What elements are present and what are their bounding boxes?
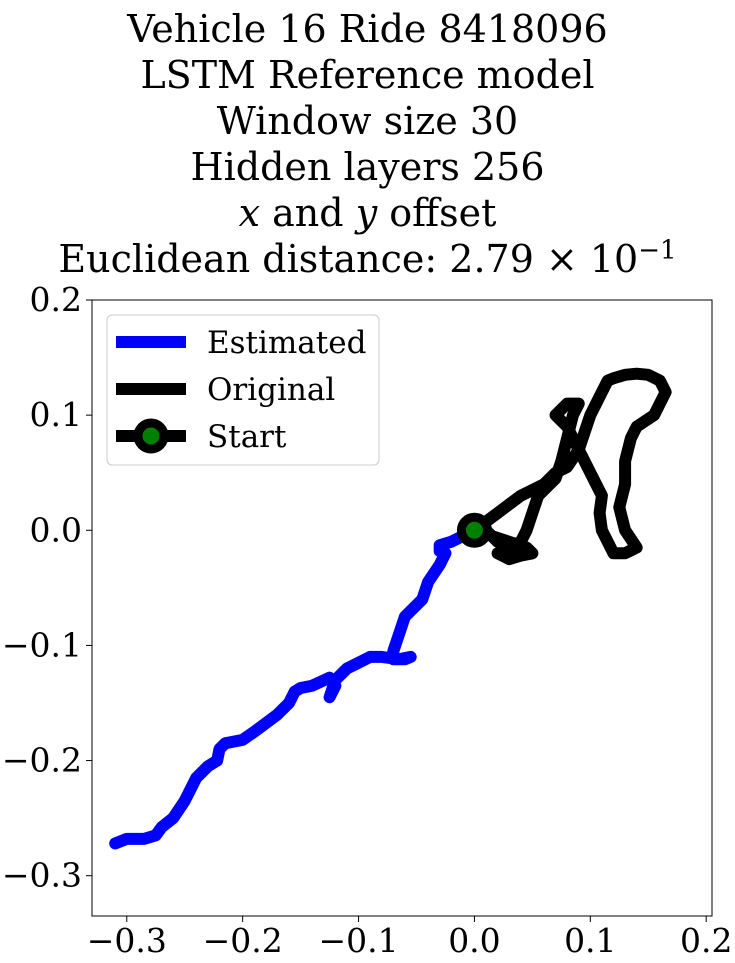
y-tick-label: −0.3 xyxy=(2,856,82,895)
x-tick-label: 0.1 xyxy=(564,921,616,960)
x-tick-label: −0.1 xyxy=(318,921,398,960)
x-tick-label: 0.2 xyxy=(680,921,732,960)
title-line: Euclidean distance: 2.79 × 10−1 xyxy=(58,235,677,281)
title-line: x and y offset xyxy=(238,191,497,235)
x-tick-label: −0.2 xyxy=(203,921,283,960)
legend-label-start: Start xyxy=(207,419,287,455)
legend-frame xyxy=(106,314,380,466)
y-tick-label: 0.1 xyxy=(30,395,82,434)
y-tick-label: −0.2 xyxy=(2,741,82,780)
chart-title: Vehicle 16 Ride 8418096 LSTM Reference mo… xyxy=(0,6,735,282)
legend-start-marker xyxy=(133,418,169,454)
y-tick-label: −0.1 xyxy=(2,625,82,664)
legend-label-original: Original xyxy=(207,372,335,408)
legend-label-estimated: Estimated xyxy=(207,325,366,361)
title-line: Vehicle 16 Ride 8418096 xyxy=(127,7,608,51)
series-estimated-line xyxy=(109,524,481,850)
title-line: Window size 30 xyxy=(216,99,519,143)
y-tick-label: 0.2 xyxy=(30,280,82,319)
series-original-line xyxy=(468,367,672,566)
start-marker xyxy=(456,512,492,548)
y-tick-label: 0.0 xyxy=(30,510,82,549)
title-line: LSTM Reference model xyxy=(140,53,595,97)
plot-frame xyxy=(91,299,713,917)
legend: Estimated Original Start xyxy=(106,314,380,466)
x-tick-label: −0.3 xyxy=(87,921,167,960)
x-tick-label: 0.0 xyxy=(448,921,500,960)
title-line: Hidden layers 256 xyxy=(190,145,545,189)
